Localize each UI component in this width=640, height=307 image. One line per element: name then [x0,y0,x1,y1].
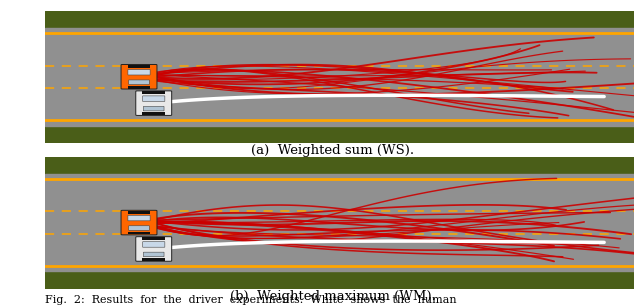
Text: (a)  Weighted sum (WS).: (a) Weighted sum (WS). [252,144,414,157]
Bar [142,237,165,240]
Bar [127,231,150,235]
FancyBboxPatch shape [136,91,172,115]
FancyBboxPatch shape [121,210,157,235]
FancyBboxPatch shape [128,69,150,75]
Bar [127,211,150,214]
Text: Fig.  2:  Results  for  the  driver  experiments.  White  shows  the  human: Fig. 2: Results for the driver experimen… [45,295,456,305]
FancyBboxPatch shape [143,96,165,101]
FancyBboxPatch shape [128,215,150,221]
Bar [142,258,165,261]
FancyBboxPatch shape [143,252,164,257]
Bar [127,86,150,89]
Bar [45,174,634,271]
FancyBboxPatch shape [143,106,164,111]
FancyBboxPatch shape [129,80,149,84]
Bar [45,28,634,126]
FancyBboxPatch shape [121,64,157,89]
Bar [142,91,165,94]
Text: (b)  Weighted maximum (WM).: (b) Weighted maximum (WM). [230,290,436,303]
FancyBboxPatch shape [129,226,149,230]
Bar [142,112,165,115]
FancyBboxPatch shape [143,242,165,247]
FancyBboxPatch shape [136,237,172,261]
Bar [127,65,150,68]
